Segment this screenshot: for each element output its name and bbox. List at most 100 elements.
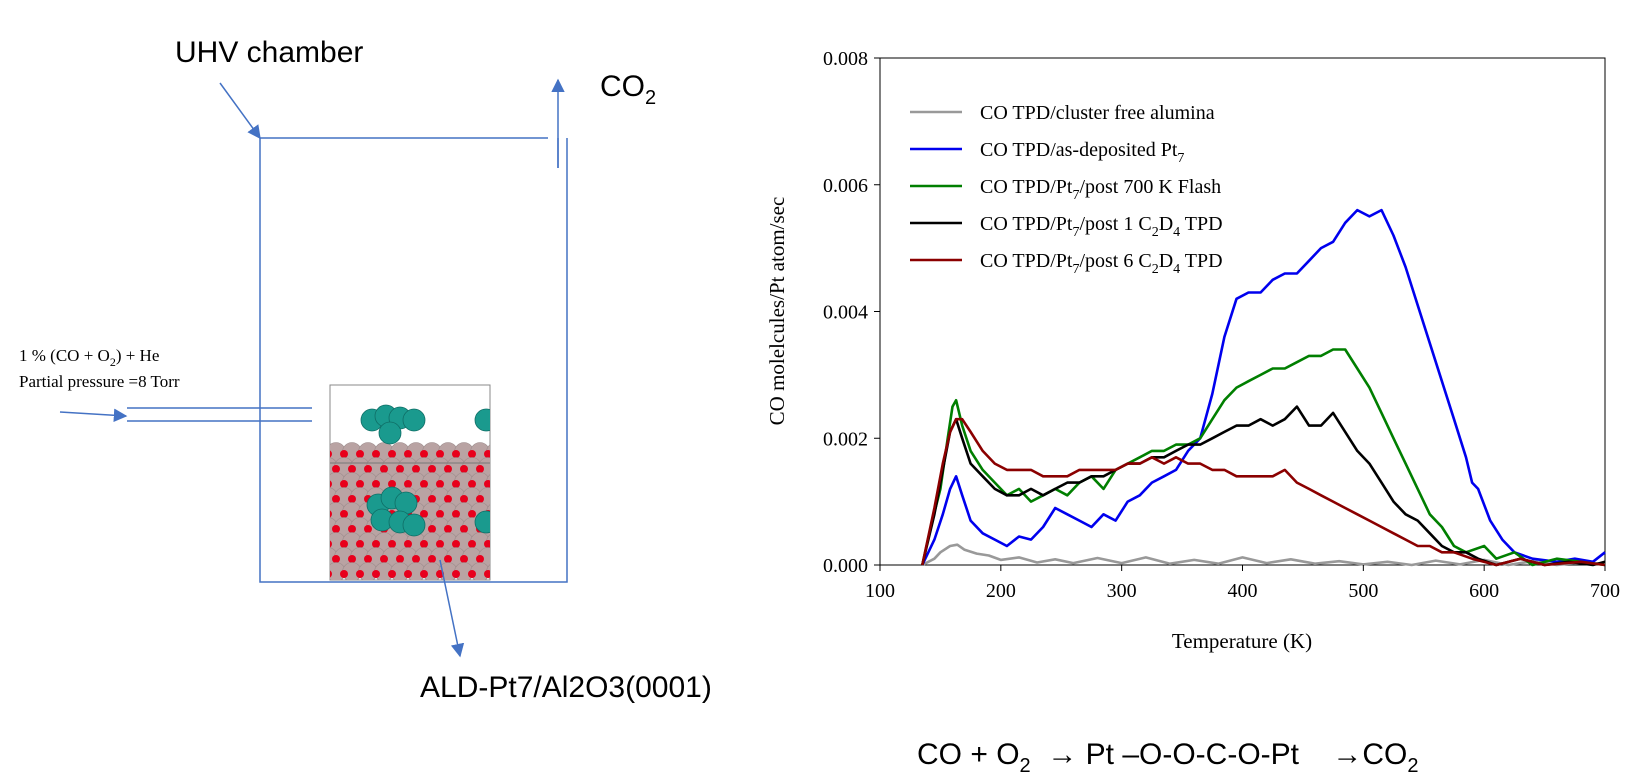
o-atom <box>436 510 444 518</box>
o-atom <box>500 450 508 458</box>
al-atom <box>311 473 330 492</box>
o-atom <box>484 540 490 548</box>
inlet-gas-label: 1 % (CO + O2) + He <box>19 346 159 369</box>
o-atom <box>348 555 356 563</box>
x-axis-label: Temperature (K) <box>1172 629 1312 653</box>
o-atom <box>476 495 484 503</box>
o-atom <box>356 480 364 488</box>
o-atom <box>492 465 500 473</box>
pt-atom <box>378 421 402 445</box>
o-atom <box>340 480 348 488</box>
o-atom <box>436 540 444 548</box>
o-atom <box>380 555 388 563</box>
o-atom <box>492 525 500 533</box>
o-atom <box>468 450 476 458</box>
chamber-label: UHV chamber <box>175 36 363 69</box>
o-atom <box>444 525 452 533</box>
o-atom <box>420 570 428 578</box>
o-atom <box>404 450 412 458</box>
legend-entry-5: CO TPD/Pt7/post 6 C2D4 TPD <box>980 250 1223 277</box>
o-atom <box>468 570 476 578</box>
axis-ticks: 100 200 300 400 500 600 700 0.000 0.002 0.004 0.00… <box>823 48 1620 602</box>
o-atom <box>420 450 428 458</box>
al-atom <box>311 563 330 582</box>
o-atom <box>404 570 412 578</box>
y-axis-label: CO molelcules/Pt atom/sec <box>765 197 789 426</box>
legend-entry-2: CO TPD/as-deposited Pt7 <box>980 139 1184 166</box>
o-atom <box>372 480 380 488</box>
y-tick-label: 0.002 <box>823 428 868 450</box>
o-atom <box>340 510 348 518</box>
al-atom <box>311 443 330 462</box>
reaction-equation: CO + O2 → Pt –O-O-C-O-Pt →CO2 <box>917 738 1418 777</box>
o-atom <box>388 570 396 578</box>
series-line-4 <box>921 405 1606 567</box>
o-atom <box>452 570 460 578</box>
o-atom <box>468 540 476 548</box>
legend-entry-4: CO TPD/Pt7/post 1 C2D4 TPD <box>980 213 1223 240</box>
o-atom <box>452 540 460 548</box>
o-atom <box>412 555 420 563</box>
o-atom <box>452 510 460 518</box>
pt-atom <box>402 513 426 537</box>
o-atom <box>460 525 468 533</box>
al-atom <box>495 548 514 567</box>
sample-label: ALD-Pt7/Al2O3(0001) <box>420 671 712 704</box>
inlet-pressure-label: Partial pressure =8 Torr <box>19 372 180 391</box>
o-atom <box>364 525 372 533</box>
o-atom <box>332 525 340 533</box>
o-atom <box>340 540 348 548</box>
x-tick-label: 100 <box>865 580 895 602</box>
o-atom <box>330 480 332 488</box>
o-atom <box>380 465 388 473</box>
y-tick-label: 0.008 <box>823 48 868 70</box>
o-atom <box>428 555 436 563</box>
o-atom <box>412 465 420 473</box>
o-atom <box>444 555 452 563</box>
o-atom <box>436 450 444 458</box>
o-atom <box>436 480 444 488</box>
pt-atom <box>402 408 426 432</box>
o-atom <box>500 570 508 578</box>
o-atom <box>492 495 500 503</box>
o-atom <box>330 510 332 518</box>
x-tick-label: 500 <box>1348 580 1378 602</box>
o-atom <box>428 525 436 533</box>
y-tick-label: 0.006 <box>823 175 868 197</box>
o-atom <box>500 510 508 518</box>
y-tick-label: 0.004 <box>823 302 868 324</box>
o-atom <box>428 465 436 473</box>
series-line-5 <box>921 417 1606 567</box>
chamber-wall <box>259 138 568 583</box>
o-atom <box>460 555 468 563</box>
x-tick-label: 200 <box>986 580 1016 602</box>
al-atom <box>495 518 514 537</box>
o-atom <box>372 570 380 578</box>
o-atom <box>444 465 452 473</box>
al-atom <box>495 488 514 507</box>
o-atom <box>356 510 364 518</box>
o-atom <box>428 495 436 503</box>
o-atom <box>460 465 468 473</box>
o-atom <box>460 495 468 503</box>
o-atom <box>396 465 404 473</box>
y-tick-label: 0.000 <box>823 555 868 577</box>
o-atom <box>372 540 380 548</box>
reactor-schematic: UHV chamber CO2 1 % (CO + O2) + He Parti… <box>19 36 712 704</box>
o-atom <box>340 450 348 458</box>
x-tick-label: 700 <box>1590 580 1620 602</box>
series-line-1 <box>921 543 1606 567</box>
o-atom <box>476 465 484 473</box>
o-atom <box>452 450 460 458</box>
o-atom <box>388 480 396 488</box>
o-atom <box>356 570 364 578</box>
o-atom <box>364 555 372 563</box>
o-atom <box>420 540 428 548</box>
o-atom <box>468 510 476 518</box>
o-atom <box>444 495 452 503</box>
o-atom <box>396 555 404 563</box>
o-atom <box>500 480 508 488</box>
co-tpd-chart: 100 200 300 400 500 600 700 0.000 0.002 0.004 0.00… <box>765 48 1620 653</box>
o-atom <box>508 465 516 473</box>
